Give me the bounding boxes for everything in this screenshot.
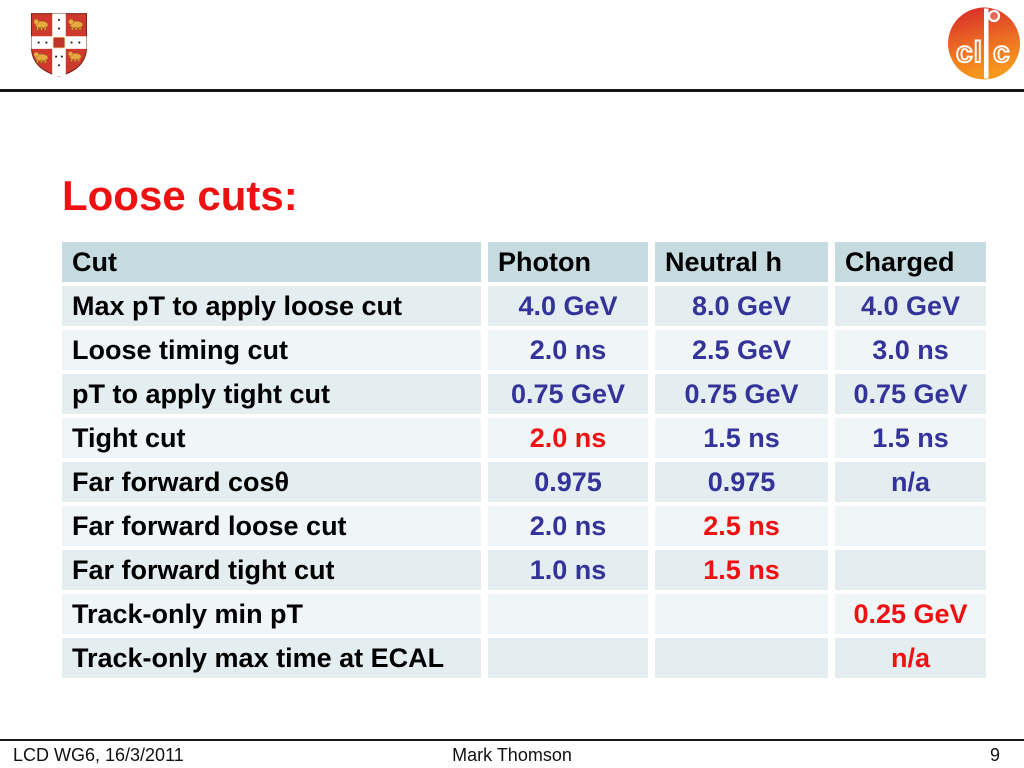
column-header-photon: Photon bbox=[488, 242, 648, 282]
value-cell-charged: 0.25 GeV bbox=[835, 594, 986, 634]
footer-divider-line bbox=[0, 739, 1024, 741]
clic-logo: cl c bbox=[948, 7, 1020, 80]
table-row: Far forward tight cut 1.0 ns 1.5 ns bbox=[62, 550, 986, 590]
cuts-table-container: Cut Photon Neutral h Charged Max pT to a… bbox=[55, 238, 993, 682]
value-cell-photon: 2.0 ns bbox=[488, 506, 648, 546]
row-label-cell: Track-only max time at ECAL bbox=[62, 638, 481, 678]
value-cell-charged: 4.0 GeV bbox=[835, 286, 986, 326]
value-cell-neutral-h: 0.975 bbox=[655, 462, 828, 502]
value-cell-charged: 0.75 GeV bbox=[835, 374, 986, 414]
value-cell-photon: 4.0 GeV bbox=[488, 286, 648, 326]
row-label-cell: Far forward tight cut bbox=[62, 550, 481, 590]
footer-page-number: 9 bbox=[989, 745, 1000, 765]
footer-meeting-date: LCD WG6, 16/3/2011 bbox=[13, 745, 184, 765]
value-cell-photon: 2.0 ns bbox=[488, 418, 648, 458]
value-cell-neutral-h: 8.0 GeV bbox=[655, 286, 828, 326]
clic-letters-right: c bbox=[993, 36, 1010, 69]
column-header-cut: Cut bbox=[62, 242, 481, 282]
row-label-cell: Max pT to apply loose cut bbox=[62, 286, 481, 326]
table-row: Far forward loose cut 2.0 ns 2.5 ns bbox=[62, 506, 986, 546]
table-row: Track-only min pT 0.25 GeV bbox=[62, 594, 986, 634]
value-cell-neutral-h: 1.5 ns bbox=[655, 550, 828, 590]
cambridge-shield-logo bbox=[30, 13, 88, 77]
column-header-neutral-h: Neutral h bbox=[655, 242, 828, 282]
value-cell-photon: 1.0 ns bbox=[488, 550, 648, 590]
i-dot-icon bbox=[987, 9, 1001, 23]
book-icon bbox=[52, 36, 66, 49]
value-cell-charged: n/a bbox=[835, 462, 986, 502]
value-cell-charged: 1.5 ns bbox=[835, 418, 986, 458]
row-label-cell: Track-only min pT bbox=[62, 594, 481, 634]
table-row: Loose timing cut 2.0 ns 2.5 GeV 3.0 ns bbox=[62, 330, 986, 370]
value-cell-neutral-h: 0.75 GeV bbox=[655, 374, 828, 414]
value-cell-charged: n/a bbox=[835, 638, 986, 678]
cuts-table-body: Max pT to apply loose cut 4.0 GeV 8.0 Ge… bbox=[62, 286, 986, 678]
value-cell-photon: 0.75 GeV bbox=[488, 374, 648, 414]
ermine-spots bbox=[37, 18, 81, 67]
row-label-cell: Far forward cosθ bbox=[62, 462, 481, 502]
table-row: Max pT to apply loose cut 4.0 GeV 8.0 Ge… bbox=[62, 286, 986, 326]
column-header-charged: Charged bbox=[835, 242, 986, 282]
value-cell-photon bbox=[488, 638, 648, 678]
header-divider-line bbox=[0, 89, 1024, 92]
row-label-cell: Tight cut bbox=[62, 418, 481, 458]
value-cell-neutral-h: 2.5 ns bbox=[655, 506, 828, 546]
cuts-table: Cut Photon Neutral h Charged Max pT to a… bbox=[55, 238, 993, 682]
row-label-cell: pT to apply tight cut bbox=[62, 374, 481, 414]
table-row: Far forward cosθ 0.975 0.975 n/a bbox=[62, 462, 986, 502]
table-row: Tight cut 2.0 ns 1.5 ns 1.5 ns bbox=[62, 418, 986, 458]
i-stem bbox=[984, 8, 989, 79]
value-cell-charged bbox=[835, 550, 986, 590]
value-cell-neutral-h: 1.5 ns bbox=[655, 418, 828, 458]
value-cell-neutral-h: 2.5 GeV bbox=[655, 330, 828, 370]
row-label-cell: Far forward loose cut bbox=[62, 506, 481, 546]
slide-title: Loose cuts: bbox=[62, 172, 298, 219]
table-header-row: Cut Photon Neutral h Charged bbox=[62, 242, 986, 282]
lion-icons bbox=[33, 19, 83, 64]
value-cell-charged bbox=[835, 506, 986, 546]
footer-author: Mark Thomson bbox=[452, 745, 572, 765]
value-cell-neutral-h bbox=[655, 638, 828, 678]
value-cell-neutral-h bbox=[655, 594, 828, 634]
row-label-cell: Loose timing cut bbox=[62, 330, 481, 370]
table-row: Track-only max time at ECAL n/a bbox=[62, 638, 986, 678]
value-cell-photon: 0.975 bbox=[488, 462, 648, 502]
clic-letters-left: cl bbox=[956, 36, 983, 69]
table-row: pT to apply tight cut 0.75 GeV 0.75 GeV … bbox=[62, 374, 986, 414]
value-cell-photon: 2.0 ns bbox=[488, 330, 648, 370]
value-cell-photon bbox=[488, 594, 648, 634]
value-cell-charged: 3.0 ns bbox=[835, 330, 986, 370]
